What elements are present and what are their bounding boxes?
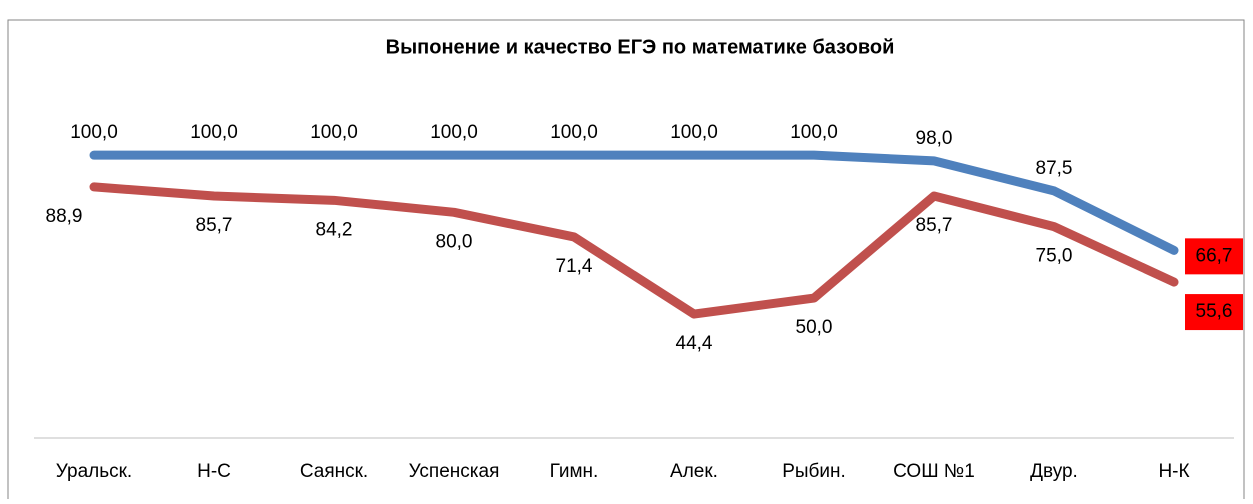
- data-label: 50,0: [796, 317, 833, 338]
- line-series: [89, 182, 1179, 319]
- data-label: 98,0: [916, 128, 953, 149]
- data-label: 71,4: [556, 256, 593, 277]
- x-tick-label: Н-С: [197, 461, 231, 482]
- label-background: [1185, 294, 1243, 331]
- data-label: 88,9: [46, 206, 83, 227]
- data-label: 100,0: [550, 122, 598, 143]
- data-label: 84,2: [316, 219, 353, 240]
- data-label: 75,0: [1036, 246, 1073, 267]
- data-label: 66,7: [1196, 245, 1233, 266]
- x-tick-label: Гимн.: [550, 461, 599, 482]
- chart-frame: [7, 19, 1245, 504]
- label-background: [1185, 238, 1243, 275]
- data-label: 44,4: [676, 333, 713, 354]
- data-label: 85,7: [196, 215, 233, 236]
- x-tick-label: Двур.: [1030, 461, 1078, 482]
- data-label: 100,0: [310, 122, 358, 143]
- data-label: 100,0: [670, 122, 718, 143]
- data-label: 100,0: [430, 122, 478, 143]
- data-label: 100,0: [190, 122, 238, 143]
- x-tick-label: Рыбин.: [782, 461, 846, 482]
- x-tick-label: Успенская: [409, 461, 500, 482]
- data-label: 55,6: [1196, 301, 1233, 322]
- x-tick-label: СОШ №1: [893, 461, 975, 482]
- line-series: [89, 150, 1179, 255]
- x-tick-label: Н-К: [1158, 461, 1189, 482]
- data-label: 80,0: [436, 231, 473, 252]
- data-label: 87,5: [1036, 158, 1073, 179]
- data-label: 85,7: [916, 215, 953, 236]
- x-tick-label: Алек.: [670, 461, 718, 482]
- x-tick-label: Уральск.: [56, 461, 132, 482]
- data-label: 100,0: [70, 122, 118, 143]
- data-label: 100,0: [790, 122, 838, 143]
- chart-title: Выпонение и качество ЕГЭ по математике б…: [386, 36, 895, 58]
- x-tick-label: Саянск.: [300, 461, 368, 482]
